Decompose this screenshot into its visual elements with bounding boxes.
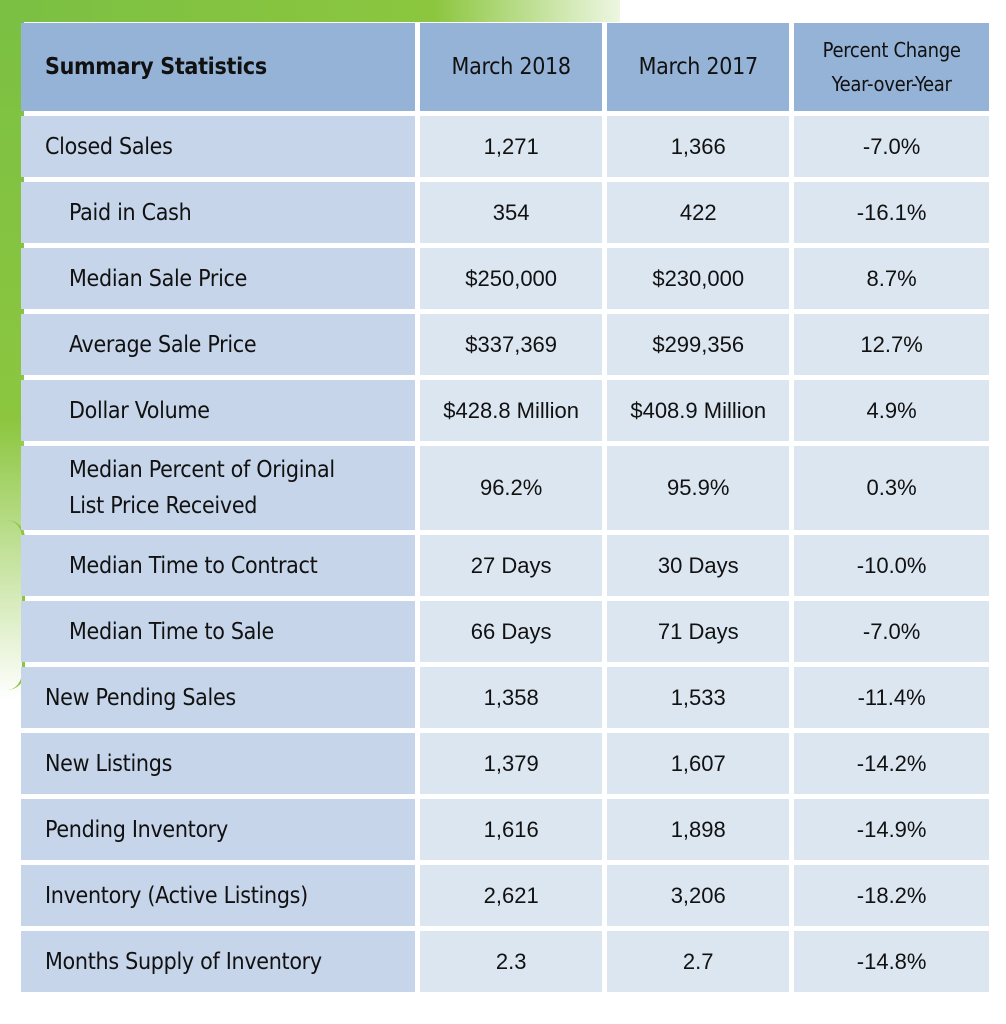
header-summary-statistics: Summary Statistics [21,23,416,111]
row-label: Closed Sales [21,116,416,177]
header-march-2018: March 2018 [420,23,603,111]
cell-march-2017: $299,356 [607,314,790,375]
cell-percent-change: 0.3% [794,446,989,530]
cell-march-2017: 30 Days [607,535,790,596]
cell-march-2017: 1,366 [607,116,790,177]
row-label: Median Percent of Original List Price Re… [21,446,416,530]
table-row-median-time-to-contract: Median Time to Contract 27 Days 30 Days … [21,535,989,596]
cell-percent-change: -7.0% [794,601,989,662]
cell-percent-change: -16.1% [794,182,989,243]
cell-march-2018: 354 [420,182,603,243]
green-accent-left [0,0,24,700]
table-row-new-pending-sales: New Pending Sales 1,358 1,533 -11.4% [21,667,989,728]
cell-percent-change: -7.0% [794,116,989,177]
cell-percent-change: -14.9% [794,799,989,860]
cell-percent-change: -18.2% [794,865,989,926]
cell-march-2017: $408.9 Million [607,380,790,441]
header-row: Summary Statistics March 2018 March 2017… [21,23,989,111]
cell-march-2018: $337,369 [420,314,603,375]
cell-percent-change: -14.2% [794,733,989,794]
cell-percent-change: -10.0% [794,535,989,596]
table-row-dollar-volume: Dollar Volume $428.8 Million $408.9 Mill… [21,380,989,441]
row-label: Median Sale Price [21,248,416,309]
row-label: Months Supply of Inventory [21,931,416,992]
row-label: Median Time to Contract [21,535,416,596]
cell-march-2018: $250,000 [420,248,603,309]
row-label: Pending Inventory [21,799,416,860]
cell-march-2017: $230,000 [607,248,790,309]
cell-march-2018: 1,271 [420,116,603,177]
row-label: Inventory (Active Listings) [21,865,416,926]
header-percent-change-line1: Percent Change [822,38,961,62]
cell-march-2018: 27 Days [420,535,603,596]
row-label: Paid in Cash [21,182,416,243]
row-label-line2: List Price Received [69,493,258,519]
header-march-2017: March 2017 [607,23,790,111]
cell-march-2017: 1,533 [607,667,790,728]
table-row-median-sale-price: Median Sale Price $250,000 $230,000 8.7% [21,248,989,309]
cell-march-2017: 1,898 [607,799,790,860]
cell-percent-change: -11.4% [794,667,989,728]
cell-march-2018: 1,379 [420,733,603,794]
row-label-line1: Median Percent of Original [69,457,335,483]
green-accent-top [0,0,620,22]
cell-percent-change: 4.9% [794,380,989,441]
cell-march-2018: 2.3 [420,931,603,992]
row-label: Median Time to Sale [21,601,416,662]
header-percent-change-line2: Year-over-Year [831,72,952,96]
table-row-new-listings: New Listings 1,379 1,607 -14.2% [21,733,989,794]
row-label: Dollar Volume [21,380,416,441]
cell-march-2018: 2,621 [420,865,603,926]
cell-march-2018: 96.2% [420,446,603,530]
row-label: Average Sale Price [21,314,416,375]
table-row-average-sale-price: Average Sale Price $337,369 $299,356 12.… [21,314,989,375]
summary-statistics-table: Summary Statistics March 2018 March 2017… [16,18,994,997]
table-row-paid-in-cash: Paid in Cash 354 422 -16.1% [21,182,989,243]
cell-percent-change: 12.7% [794,314,989,375]
cell-march-2018: 66 Days [420,601,603,662]
table-row-median-percent-list-price: Median Percent of Original List Price Re… [21,446,989,530]
cell-march-2018: 1,616 [420,799,603,860]
cell-march-2018: $428.8 Million [420,380,603,441]
cell-march-2018: 1,358 [420,667,603,728]
cell-percent-change: -14.8% [794,931,989,992]
table-row-median-time-to-sale: Median Time to Sale 66 Days 71 Days -7.0… [21,601,989,662]
table-row-pending-inventory: Pending Inventory 1,616 1,898 -14.9% [21,799,989,860]
cell-march-2017: 1,607 [607,733,790,794]
cell-march-2017: 95.9% [607,446,790,530]
table-row-closed-sales: Closed Sales 1,271 1,366 -7.0% [21,116,989,177]
cell-march-2017: 2.7 [607,931,790,992]
table-row-months-supply: Months Supply of Inventory 2.3 2.7 -14.8… [21,931,989,992]
cell-march-2017: 71 Days [607,601,790,662]
cell-march-2017: 422 [607,182,790,243]
row-label: New Pending Sales [21,667,416,728]
table-row-inventory-active-listings: Inventory (Active Listings) 2,621 3,206 … [21,865,989,926]
header-percent-change: Percent Change Year-over-Year [794,23,989,111]
row-label: New Listings [21,733,416,794]
cell-percent-change: 8.7% [794,248,989,309]
cell-march-2017: 3,206 [607,865,790,926]
